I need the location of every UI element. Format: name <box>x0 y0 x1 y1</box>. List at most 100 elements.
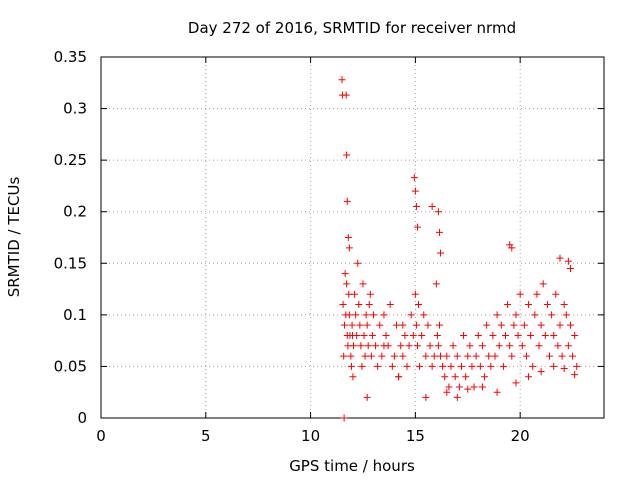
data-point <box>560 301 568 309</box>
data-point <box>378 352 386 360</box>
data-point <box>349 331 356 339</box>
data-point <box>566 264 574 272</box>
data-point <box>493 388 501 396</box>
data-point <box>531 311 539 319</box>
y-tick-label: 0.05 <box>54 357 87 375</box>
data-point <box>340 414 348 422</box>
data-point <box>342 91 350 99</box>
data-point <box>410 174 418 182</box>
data-point <box>546 352 554 360</box>
data-point <box>382 331 390 339</box>
data-point <box>435 228 443 236</box>
data-point <box>432 280 440 288</box>
data-point <box>470 383 478 391</box>
data-point <box>340 352 348 360</box>
data-point <box>443 352 451 360</box>
data-point <box>348 321 356 329</box>
data-point <box>455 383 463 391</box>
data-point <box>367 352 375 360</box>
data-point <box>341 321 349 329</box>
data-point <box>457 362 465 370</box>
data-point <box>399 352 407 360</box>
data-point <box>372 342 380 350</box>
data-point <box>556 254 564 262</box>
data-point <box>357 342 365 350</box>
data-point <box>380 342 388 350</box>
y-tick-label: 0.1 <box>63 306 87 324</box>
x-tick-label: 10 <box>301 427 320 445</box>
data-point <box>472 352 480 360</box>
data-point <box>401 331 409 339</box>
x-tick-label: 0 <box>96 427 106 445</box>
data-point <box>525 373 533 381</box>
data-point <box>453 352 461 360</box>
data-point <box>364 342 372 350</box>
chart-title: Day 272 of 2016, SRMTID for receiver nrm… <box>188 19 516 37</box>
data-point <box>537 368 545 376</box>
y-tick-label: 0.2 <box>63 203 87 221</box>
data-point <box>560 364 568 372</box>
data-point <box>485 352 493 360</box>
data-point <box>533 290 541 298</box>
data-point <box>481 373 489 381</box>
data-point <box>514 331 522 339</box>
data-point <box>569 352 577 360</box>
data-point <box>512 379 520 387</box>
data-point <box>433 331 441 339</box>
data-point <box>449 342 457 350</box>
data-point <box>420 311 428 319</box>
data-point <box>566 321 574 329</box>
data-point <box>478 342 486 350</box>
data-point <box>487 362 495 370</box>
data-point <box>552 290 560 298</box>
data-point <box>447 362 455 370</box>
data-point <box>527 331 535 339</box>
data-point <box>535 342 543 350</box>
data-point <box>343 151 351 159</box>
data-point <box>445 383 453 391</box>
data-point <box>564 257 572 265</box>
data-point <box>437 352 445 360</box>
data-point <box>499 362 507 370</box>
data-point <box>407 311 415 319</box>
data-point <box>351 290 359 298</box>
y-axis-label: SRMTID / TECUs <box>5 177 23 298</box>
data-point <box>409 331 417 339</box>
data-point <box>380 311 388 319</box>
data-point <box>529 362 537 370</box>
data-point <box>428 203 436 211</box>
data-point <box>522 352 530 360</box>
data-point <box>464 352 472 360</box>
data-point <box>525 301 533 309</box>
data-point <box>399 321 407 329</box>
data-point <box>541 331 549 339</box>
data-point <box>491 352 499 360</box>
data-point <box>386 301 394 309</box>
data-point <box>352 311 360 319</box>
data-point <box>338 76 346 84</box>
data-point <box>363 393 371 401</box>
data-point <box>361 352 369 360</box>
data-point <box>358 362 366 370</box>
axis-ticks: 0 5 10 15 20 0 0.05 0.1 0.15 0.2 0.25 0.3 0.35 <box>54 48 604 445</box>
data-point <box>347 352 355 360</box>
data-point <box>548 311 556 319</box>
data-point <box>413 223 421 231</box>
data-point <box>388 362 396 370</box>
data-point <box>539 280 547 288</box>
data-point <box>369 311 377 319</box>
data-point <box>483 321 491 329</box>
data-point <box>512 311 520 319</box>
data-point <box>453 393 461 401</box>
data-point <box>422 393 430 401</box>
data-point <box>343 280 351 288</box>
data-point <box>343 197 351 205</box>
data-point <box>418 331 426 339</box>
plot-frame <box>100 56 605 419</box>
data-point <box>506 342 514 350</box>
data-point <box>571 331 579 339</box>
data-point <box>504 301 512 309</box>
data-point <box>362 311 370 319</box>
data-point <box>366 290 374 298</box>
